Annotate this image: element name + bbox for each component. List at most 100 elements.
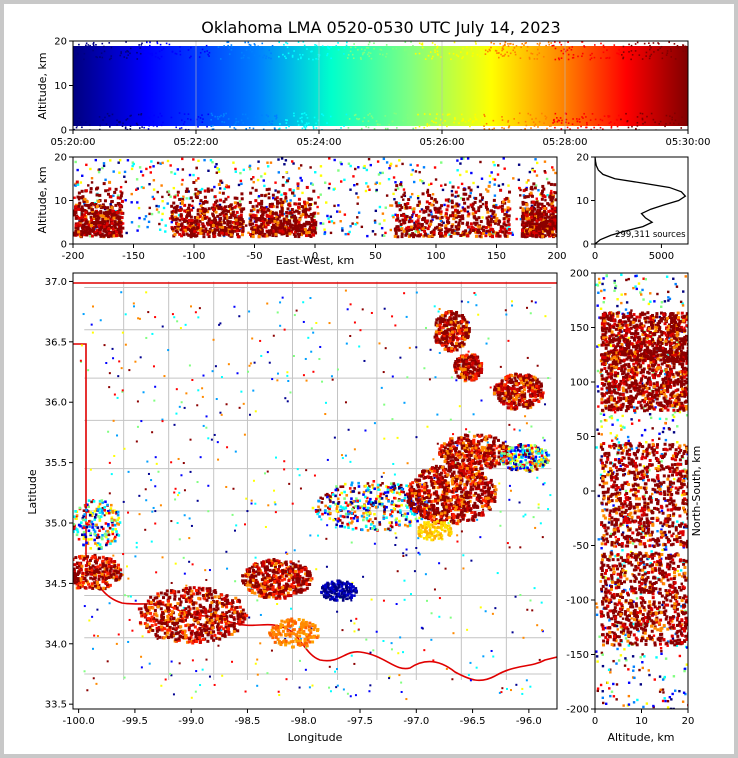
east-west-point [554,223,557,227]
time-altitude-point [282,53,284,56]
map-point [164,678,167,681]
map-point [232,487,235,490]
east-west-point [74,207,78,211]
map-point [178,491,181,494]
map-point [210,612,214,616]
east-west-point [208,230,212,234]
east-west-point [104,217,108,221]
time-altitude-point [487,50,489,53]
map-point [466,628,469,631]
east-west-point [398,159,401,162]
east-west-point [81,223,85,227]
map-point [77,564,81,568]
map-point [112,561,116,565]
east-west-point [84,203,88,207]
map-point [411,499,414,502]
map-point [112,419,115,422]
time-altitude-point [613,44,616,46]
east-west-point [164,230,167,233]
time-altitude-point [636,41,639,44]
map-point [421,627,424,630]
time-altitude-point [625,112,627,115]
map-point [87,582,91,586]
time-altitude-point [475,46,478,49]
east-west-point [374,209,378,213]
time-altitude-point [278,127,281,130]
map-point [90,572,94,576]
time-altitude-point [631,54,634,56]
east-west-point [492,204,496,208]
east-west-point [453,204,457,208]
east-west-xtick-label: 0 [312,251,318,262]
east-west-point [293,194,296,197]
east-west-point [241,229,245,233]
time-altitude-point [254,45,257,48]
time-altitude-point [627,126,630,129]
map-point [104,582,108,586]
east-west-point [401,162,404,166]
time-altitude-point [100,52,103,54]
east-west-point [269,210,273,214]
time-altitude-point [218,115,221,118]
east-west-point [446,204,450,208]
map-point [199,684,202,687]
map-point [79,580,83,584]
east-west-point [155,208,159,211]
map-point [161,325,164,328]
time-altitude-point [227,44,229,47]
time-altitude-point [551,44,554,47]
map-point [475,304,478,307]
east-west-point [112,194,115,197]
east-west-point [227,227,231,231]
east-west-point [156,161,160,165]
time-altitude-point [116,124,118,126]
east-west-point [276,226,280,230]
east-west-point [299,214,303,218]
east-west-point [73,233,77,237]
east-west-point [172,201,176,205]
east-west-point [393,198,396,201]
time-altitude-point [297,124,300,126]
east-west-point [74,216,78,220]
time-altitude-point [591,52,593,55]
map-point [191,563,194,566]
east-west-point [253,216,257,220]
east-west-point [231,210,235,214]
east-west-point [394,231,398,235]
time-altitude-point [367,43,370,46]
east-west-point [429,222,433,226]
time-altitude-point [507,43,509,45]
east-west-point [252,180,255,184]
time-altitude-point [685,46,688,49]
time-altitude-point [365,46,368,49]
east-west-point [439,231,443,235]
map-point [254,410,257,413]
map-point [177,625,181,629]
map-point [406,376,409,379]
east-west-point [188,197,191,200]
east-west-point [88,220,92,224]
time-altitude-point [605,57,607,60]
east-west-point [173,172,177,175]
east-west-point [176,222,180,226]
east-west-point [279,197,283,201]
east-west-point [152,188,156,191]
east-west-point [73,196,76,199]
map-point [391,418,394,421]
time-altitude-point [381,53,384,56]
time-altitude-point [536,42,539,45]
east-west-point [182,219,186,223]
time-altitude-point [606,57,609,59]
time-altitude-point [434,51,436,53]
east-west-point [118,208,122,212]
east-west-point [102,220,106,224]
map-point [112,554,115,557]
map-point [106,572,110,576]
time-altitude-point [495,50,498,52]
map-point [183,489,186,492]
east-west-point [546,224,550,228]
east-west-point [454,195,457,198]
time-altitude-point [283,43,285,46]
map-point [181,635,185,639]
time-altitude-point [367,120,370,122]
